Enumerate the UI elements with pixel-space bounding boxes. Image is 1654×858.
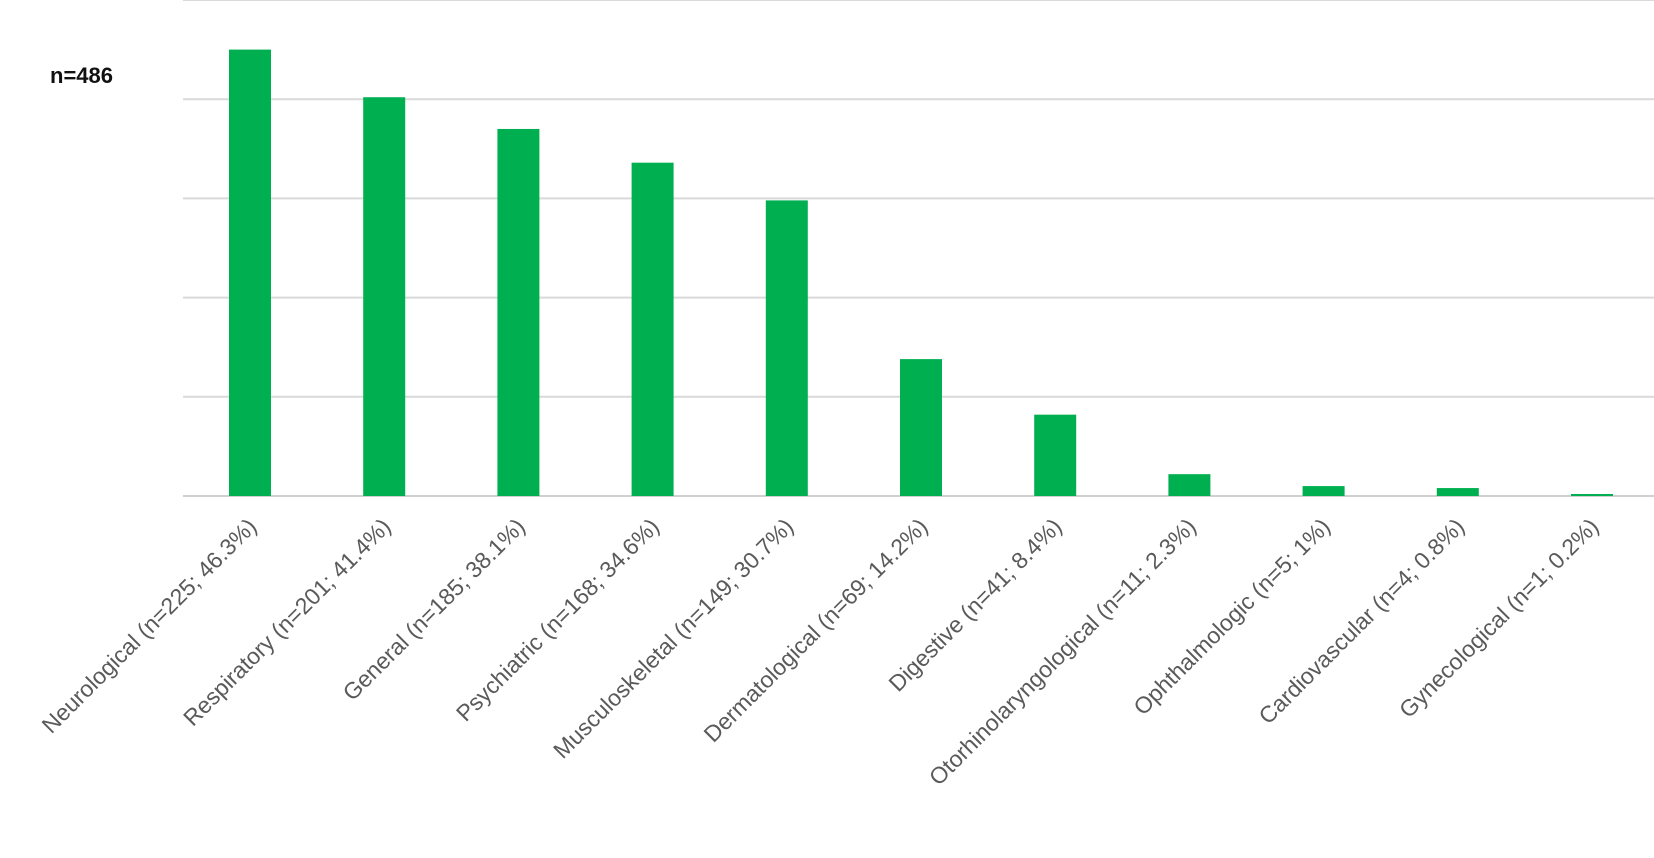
category-label: Dermatological (n=69; 14.2%) — [699, 513, 933, 747]
category-label: Otorhinolaryngological (n=11; 2.3%) — [924, 513, 1201, 790]
category-label: Neurological (n=225; 46.3%) — [37, 513, 262, 738]
bar — [631, 162, 674, 497]
category-labels: Neurological (n=225; 46.3%)Respiratory (… — [37, 513, 1604, 790]
gridlines — [183, 0, 1654, 497]
sample-size-annotation: n=486 — [50, 63, 113, 88]
bar — [1168, 474, 1211, 496]
bar — [229, 49, 271, 496]
bar — [1436, 488, 1479, 496]
category-label: Musculoskeletal (n=149; 30.7%) — [548, 513, 798, 763]
bars — [229, 49, 1613, 497]
bar — [765, 200, 808, 496]
bar — [363, 97, 406, 496]
bar — [1034, 414, 1077, 496]
bar — [1302, 486, 1345, 496]
bar — [900, 359, 942, 496]
bar — [1571, 494, 1613, 496]
bar — [497, 128, 540, 496]
